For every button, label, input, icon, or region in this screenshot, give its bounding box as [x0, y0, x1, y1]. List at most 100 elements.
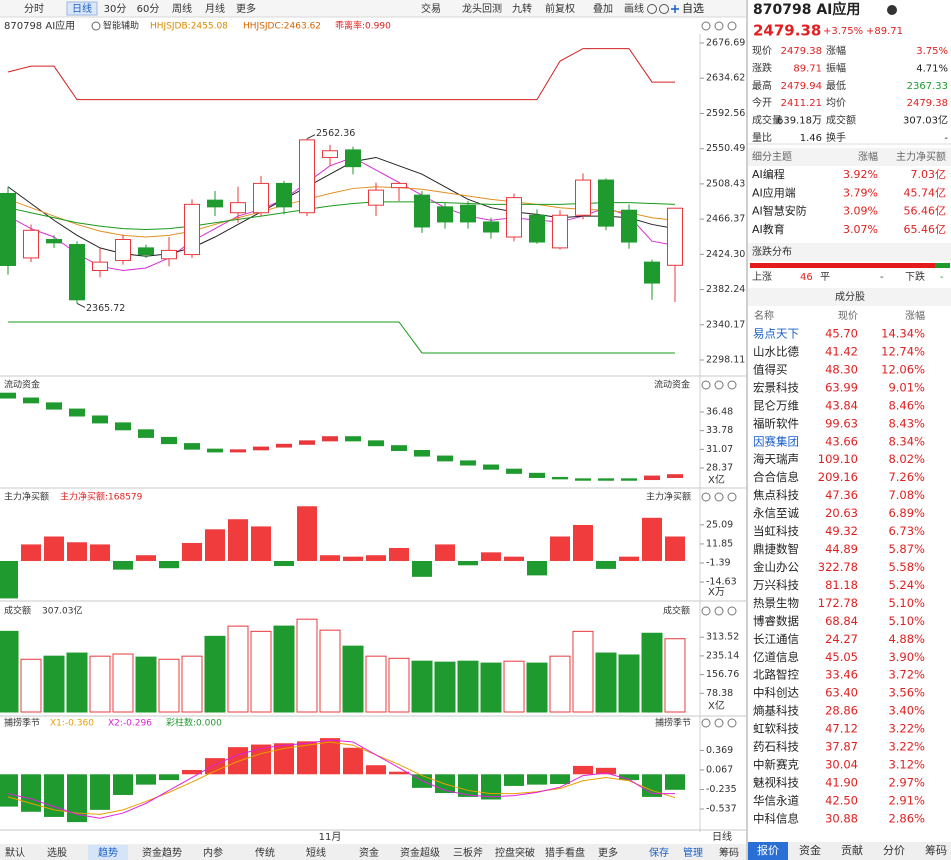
toolbar-button[interactable]: 画线 — [624, 2, 644, 15]
theme-name[interactable]: AI智慧安防 — [752, 204, 807, 218]
y-tick-label: 2550.49 — [706, 143, 745, 154]
stock-name[interactable]: 亿道信息 — [753, 650, 799, 664]
toolbar-button[interactable]: 叠加 — [593, 3, 613, 15]
info-icon[interactable] — [887, 5, 897, 15]
add-icon[interactable] — [671, 5, 679, 13]
panel-icon[interactable] — [701, 21, 711, 31]
toolbar-tab[interactable]: 30分 — [104, 3, 127, 15]
stock-name[interactable]: 值得买 — [753, 362, 788, 376]
stock-name[interactable]: 永信至诚 — [753, 506, 799, 520]
theme-name[interactable]: AI教育 — [752, 222, 785, 236]
panel-title: 主力净买额 — [4, 491, 49, 503]
toolbar-icon[interactable] — [659, 4, 669, 14]
bar — [619, 556, 639, 561]
stock-name[interactable]: 合合信息 — [753, 470, 799, 484]
toolbar-tab[interactable]: 月线 — [205, 2, 225, 15]
bottom-tab[interactable]: 传统 — [255, 846, 275, 859]
volume-bar — [618, 654, 640, 713]
stock-name[interactable]: 鼎捷数智 — [753, 542, 799, 556]
theme-name[interactable]: AI应用端 — [752, 185, 796, 199]
bottom-tab[interactable]: 选股 — [47, 846, 67, 859]
panel-icon[interactable] — [727, 380, 737, 390]
assist-label[interactable]: 智能辅助 — [103, 20, 139, 32]
stock-name[interactable]: 易点天下 — [753, 327, 799, 341]
panel-icon[interactable] — [727, 718, 737, 728]
stock-name[interactable]: 虹软科技 — [753, 722, 799, 736]
toolbar-tab[interactable]: 更多 — [236, 2, 256, 15]
panel-icon[interactable] — [701, 606, 711, 616]
assist-icon[interactable] — [91, 21, 101, 31]
bottom-tab[interactable]: 更多 — [598, 846, 618, 859]
side-tab[interactable]: 报价 — [757, 843, 779, 857]
side-tab[interactable]: 分价 — [883, 844, 905, 857]
panel-icon[interactable] — [727, 21, 737, 31]
panel-icon[interactable] — [714, 21, 724, 31]
panel-icon[interactable] — [727, 606, 737, 616]
stock-name[interactable]: 宏景科技 — [753, 380, 799, 394]
volume-bar — [89, 655, 111, 713]
side-tab[interactable]: 资金 — [799, 843, 821, 857]
toolbar-tab[interactable]: 周线 — [172, 2, 192, 15]
stock-name[interactable]: 福昕软件 — [753, 416, 799, 430]
stock-name[interactable]: 长江通信 — [753, 632, 799, 646]
toolbar-tab[interactable]: 60分 — [137, 3, 160, 15]
panel-icon[interactable] — [714, 492, 724, 502]
stock-name[interactable]: 热景生物 — [753, 596, 799, 610]
quote-label: 成交额 — [826, 114, 856, 127]
quote-value: 1.46 — [800, 133, 822, 144]
stock-name[interactable]: 华信永道 — [753, 793, 799, 807]
theme-name[interactable]: AI编程 — [752, 167, 785, 181]
bottom-tab[interactable]: 猎手看盘 — [545, 846, 585, 859]
stock-name[interactable]: 金山办公 — [753, 560, 799, 574]
watchlist-button[interactable]: 自选 — [682, 2, 704, 15]
stock-name[interactable]: 海天瑞声 — [753, 452, 799, 466]
stock-name[interactable]: 熵基科技 — [753, 704, 799, 718]
stock-name[interactable]: 中科信息 — [753, 811, 799, 825]
stock-name[interactable]: 魅视科技 — [753, 776, 799, 790]
stock-name[interactable]: 中科创达 — [753, 686, 799, 700]
stock-name[interactable]: 因赛集团 — [753, 434, 799, 448]
bottom-action[interactable]: 保存 — [649, 846, 669, 859]
stock-name[interactable]: 焦点科技 — [753, 488, 799, 502]
stock-name[interactable]: 北路智控 — [753, 668, 799, 682]
panel-icon[interactable] — [714, 718, 724, 728]
bottom-tab[interactable]: 控盘突破 — [495, 846, 535, 859]
toolbar-tab[interactable]: 日线 — [72, 2, 92, 15]
panel-icon[interactable] — [714, 380, 724, 390]
stock-name[interactable]: 万兴科技 — [753, 578, 799, 592]
bottom-action[interactable]: 管理 — [683, 846, 703, 859]
bottom-tab[interactable]: 趋势 — [98, 846, 118, 859]
side-tab[interactable]: 贡献 — [841, 843, 863, 857]
bottom-tab[interactable]: 内参 — [203, 846, 223, 859]
bottom-tab[interactable]: 三板斧 — [453, 846, 483, 859]
toolbar-button[interactable]: 交易 — [421, 2, 441, 15]
stock-name[interactable]: 中新赛克 — [753, 758, 799, 772]
candle-body — [621, 478, 637, 481]
toolbar-icon[interactable] — [647, 4, 657, 14]
toolbar-tab[interactable]: 分时 — [24, 3, 44, 15]
bottom-tab[interactable]: 默认 — [5, 846, 25, 859]
stock-pct: 8.43% — [888, 416, 925, 430]
stock-name[interactable]: 山水比德 — [753, 344, 799, 358]
toolbar-button[interactable]: 龙头回测 — [462, 2, 502, 15]
bottom-tab[interactable]: 资金超级 — [400, 846, 440, 859]
panel-icon[interactable] — [701, 380, 711, 390]
bottom-tab[interactable]: 资金 — [359, 846, 379, 859]
bottom-tab[interactable]: 资金趋势 — [142, 846, 182, 859]
dist-label: 上涨 — [752, 271, 772, 283]
toolbar-button[interactable]: 前复权 — [545, 2, 575, 15]
bottom-action[interactable]: 筹码 — [719, 846, 739, 859]
side-tab[interactable]: 筹码 — [925, 843, 947, 857]
bottom-tab[interactable]: 短线 — [306, 846, 326, 859]
panel-icon[interactable] — [701, 718, 711, 728]
stock-name[interactable]: 博睿数据 — [753, 614, 799, 628]
panel-icon[interactable] — [727, 492, 737, 502]
stock-name[interactable]: 药石科技 — [753, 740, 799, 754]
panel-icon[interactable] — [701, 492, 711, 502]
stock-name[interactable]: 当虹科技 — [753, 524, 799, 538]
stock-price: 24.27 — [825, 632, 858, 646]
panel-icon[interactable] — [714, 606, 724, 616]
toolbar-button[interactable]: 九转 — [512, 2, 532, 15]
stock-name[interactable]: 昆仑万维 — [753, 398, 799, 412]
candle-body — [207, 199, 223, 208]
